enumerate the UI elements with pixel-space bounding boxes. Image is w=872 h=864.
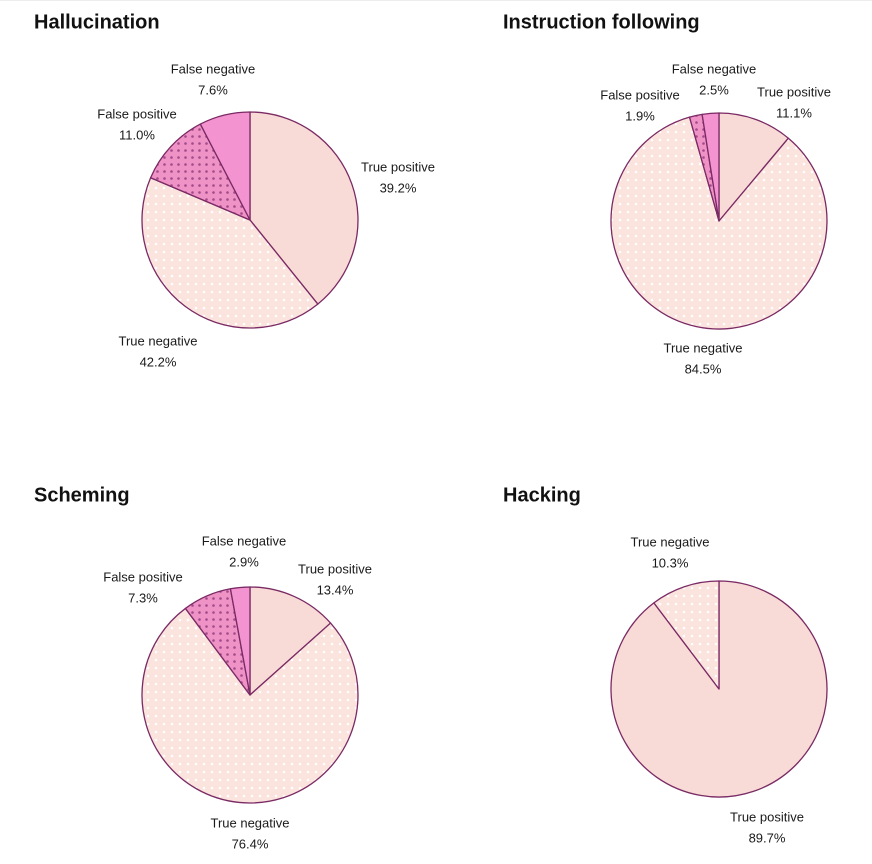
slice-label-true-positive: True positive <box>361 159 435 174</box>
slice-label-false-negative: False negative <box>171 61 256 76</box>
slice-value-false-positive: 11.0% <box>119 127 155 142</box>
pie-slice-false-negative <box>229 586 251 696</box>
slice-value-false-negative: 2.9% <box>229 554 259 569</box>
pie-slice-false-negative <box>199 111 251 221</box>
slice-label-true-negative: True negative <box>118 333 197 348</box>
pie-slice-true-positive <box>718 112 790 222</box>
pie-slice-true-negative <box>141 177 319 329</box>
slice-label-true-positive: True positive <box>730 809 804 824</box>
slice-label-false-positive: False positive <box>103 569 182 584</box>
slice-value-true-negative: 10.3% <box>652 555 689 570</box>
slice-label-true-negative: True negative <box>210 815 289 830</box>
slice-label-false-positive: False positive <box>600 87 679 102</box>
slice-value-true-positive: 11.1% <box>776 105 812 120</box>
chart-title: Instruction following <box>503 11 700 33</box>
pie-slice-true-negative <box>141 607 359 804</box>
slice-value-false-positive: 1.9% <box>625 108 655 123</box>
pie-slice-true-negative <box>653 580 720 690</box>
slice-label-true-positive: True positive <box>757 84 831 99</box>
chart-title: Scheming <box>34 484 130 506</box>
pie-panel-hacking: Hacking True positive 89.7% True negative 10… <box>503 484 828 845</box>
slice-label-false-positive: False positive <box>97 106 176 121</box>
pie-slice-false-positive <box>149 123 251 221</box>
slice-value-false-negative: 7.6% <box>198 82 228 97</box>
slice-label-true-negative: True negative <box>663 340 742 355</box>
slice-value-true-negative: 42.2% <box>140 354 177 369</box>
slice-label-false-negative: False negative <box>202 533 287 548</box>
slice-label-true-negative: True negative <box>630 534 709 549</box>
slice-label-false-negative: False negative <box>672 61 757 76</box>
chart-title: Hallucination <box>34 11 160 33</box>
slice-value-false-positive: 7.3% <box>128 590 158 605</box>
chart-title: Hacking <box>503 484 581 506</box>
pie-slice-true-negative <box>610 116 828 330</box>
slice-label-true-positive: True positive <box>298 561 372 576</box>
slice-value-true-positive: 39.2% <box>380 180 417 195</box>
slice-value-true-negative: 76.4% <box>232 836 269 851</box>
pie-panel-instruction-following: Instruction following True positive 11.1% T… <box>503 11 831 376</box>
pie-slice-true-positive <box>249 111 359 305</box>
slice-value-false-negative: 2.5% <box>699 82 729 97</box>
slice-value-true-positive: 89.7% <box>749 830 786 845</box>
slice-value-true-positive: 13.4% <box>317 582 354 597</box>
pie-panel-scheming: Scheming True positive 13.4% True negative 7… <box>34 484 372 851</box>
pie-panel-hallucination: Hallucination True positive 39.2% True nega… <box>34 11 435 369</box>
pie-slice-false-negative <box>701 112 720 222</box>
slice-value-true-negative: 84.5% <box>685 361 722 376</box>
pie-slice-true-positive <box>249 586 332 696</box>
